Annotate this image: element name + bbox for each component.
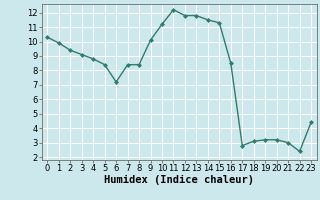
X-axis label: Humidex (Indice chaleur): Humidex (Indice chaleur) — [104, 175, 254, 185]
